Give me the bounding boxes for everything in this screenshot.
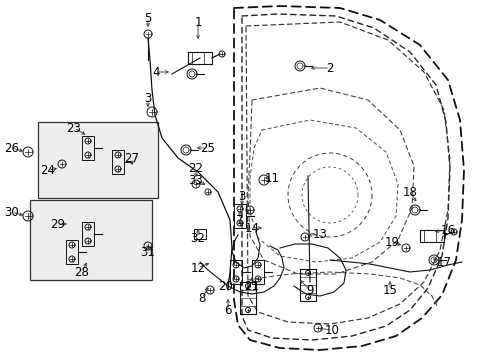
Text: 7: 7 (236, 213, 243, 226)
Text: 30: 30 (4, 206, 20, 219)
Text: 28: 28 (74, 266, 89, 279)
Text: 25: 25 (200, 141, 215, 154)
Text: 18: 18 (402, 185, 417, 198)
Text: 27: 27 (124, 152, 139, 165)
Text: 3: 3 (238, 189, 245, 202)
Text: 8: 8 (198, 292, 205, 305)
Text: 15: 15 (382, 284, 397, 297)
Text: 9: 9 (305, 284, 313, 297)
Text: 33: 33 (188, 174, 203, 186)
Bar (30, 200, 152, 280)
Text: 32: 32 (190, 231, 205, 244)
Bar (38, 122, 158, 198)
Text: 16: 16 (440, 224, 454, 237)
Text: 31: 31 (140, 246, 155, 258)
Text: 21: 21 (244, 279, 259, 292)
Text: 23: 23 (66, 122, 81, 135)
Text: 4: 4 (152, 66, 160, 78)
Text: 22: 22 (188, 162, 203, 175)
Text: 29: 29 (50, 217, 65, 230)
Text: 11: 11 (264, 171, 279, 184)
Text: 13: 13 (312, 229, 327, 242)
Text: 5: 5 (144, 12, 151, 24)
Text: 12: 12 (190, 261, 205, 274)
Text: 2: 2 (325, 62, 333, 75)
Text: 1: 1 (194, 15, 202, 28)
Text: 26: 26 (4, 141, 20, 154)
Text: 20: 20 (218, 279, 233, 292)
Text: 14: 14 (244, 221, 259, 234)
Text: 19: 19 (384, 235, 399, 248)
Text: 3: 3 (144, 91, 151, 104)
Text: 17: 17 (436, 256, 450, 269)
Text: 6: 6 (224, 303, 231, 316)
Text: 24: 24 (41, 163, 55, 176)
Text: 10: 10 (324, 324, 339, 337)
